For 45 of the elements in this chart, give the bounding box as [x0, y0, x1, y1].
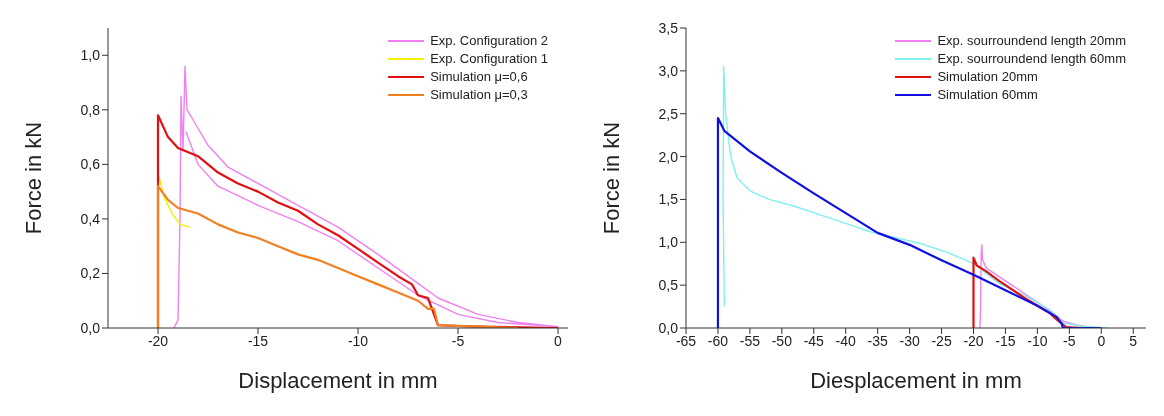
x-tick-label: -10	[1027, 332, 1048, 349]
x-tick-label: -40	[835, 332, 857, 349]
line-series	[173, 65, 559, 328]
x-tick-label: 0	[1097, 332, 1106, 349]
x-axis-title: Diesplacement in mm	[810, 368, 1022, 393]
x-tick-label: 0	[554, 332, 563, 349]
x-tick-label: -50	[771, 332, 793, 349]
y-tick-label: 1,5	[658, 191, 679, 208]
legend-label: Exp. Configuration 1	[430, 50, 548, 68]
x-tick-label: -30	[899, 332, 920, 349]
x-tick-label: -20	[147, 332, 169, 349]
y-tick-label: 1,0	[80, 47, 101, 64]
y-tick-label: 0,6	[80, 156, 101, 173]
legend-label: Simulation μ=0,3	[430, 86, 528, 104]
y-tick-label: 0,0	[80, 319, 101, 336]
legend-label: Exp. Configuration 2	[430, 32, 548, 50]
y-tick-label: 0,8	[80, 101, 101, 118]
legend-label: Exp. sourroundend length 60mm	[937, 50, 1126, 68]
y-tick-label: 0,5	[658, 277, 679, 294]
y-tick-label: 0,2	[80, 265, 101, 282]
x-tick-label: -15	[995, 332, 1016, 349]
x-axis-title: Displacement in mm	[238, 368, 438, 393]
x-tick-label: 5	[1129, 332, 1138, 349]
x-tick-label: -45	[803, 332, 825, 349]
x-tick-label: -25	[931, 332, 952, 349]
y-tick-label: 3,5	[658, 19, 679, 36]
legend-label: Exp. sourroundend length 20mm	[937, 32, 1126, 50]
legend-label: Simulation 60mm	[937, 86, 1038, 104]
y-tick-label: 1,0	[658, 234, 679, 251]
x-tick-label: -55	[739, 332, 761, 349]
y-tick-label: 3,0	[658, 62, 679, 79]
x-tick-label: -15	[247, 332, 269, 349]
legend-label: Simulation μ=0,6	[430, 68, 528, 86]
x-tick-label: -5	[1063, 332, 1076, 349]
y-tick-label: 2,5	[658, 105, 679, 122]
x-tick-label: -10	[347, 332, 369, 349]
x-tick-label: -35	[867, 332, 888, 349]
y-axis-title: Force in kN	[20, 121, 46, 235]
legend-label: Simulation 20mm	[937, 68, 1038, 86]
x-tick-label: -60	[707, 332, 729, 349]
x-tick-label: -5	[451, 332, 465, 349]
y-axis-title: Force in kN	[598, 121, 624, 235]
y-tick-label: 2,0	[658, 148, 679, 165]
x-tick-label: -20	[963, 332, 984, 349]
y-tick-label: 0,4	[80, 210, 101, 227]
